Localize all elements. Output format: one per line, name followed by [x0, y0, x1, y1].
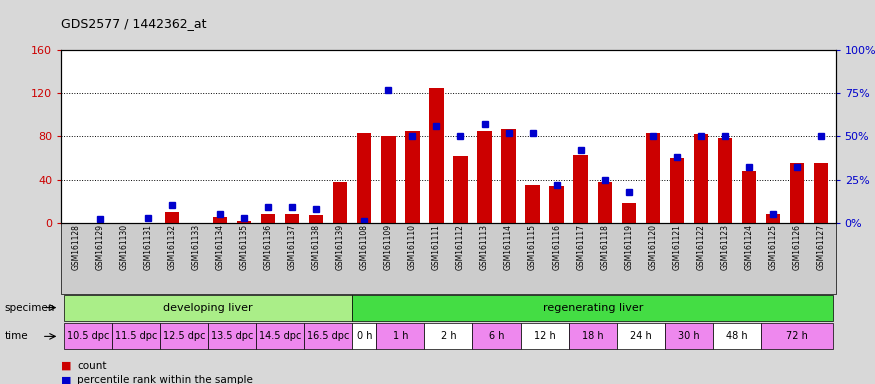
Bar — [669, 158, 684, 223]
Bar — [598, 182, 612, 223]
Text: 13.5 dpc: 13.5 dpc — [211, 331, 253, 341]
Bar — [164, 212, 179, 223]
Bar — [501, 129, 515, 223]
Bar — [405, 131, 420, 223]
Bar — [309, 215, 324, 223]
Bar — [621, 203, 636, 223]
Bar — [790, 163, 804, 223]
Text: 16.5 dpc: 16.5 dpc — [307, 331, 349, 341]
Bar — [718, 139, 732, 223]
Text: 1 h: 1 h — [393, 331, 408, 341]
Text: 30 h: 30 h — [678, 331, 700, 341]
Bar — [646, 133, 660, 223]
Text: 10.5 dpc: 10.5 dpc — [66, 331, 108, 341]
Bar — [357, 133, 372, 223]
Bar — [382, 136, 396, 223]
Text: count: count — [77, 361, 107, 371]
Bar — [430, 88, 444, 223]
Text: 24 h: 24 h — [630, 331, 652, 341]
Text: 18 h: 18 h — [582, 331, 604, 341]
Text: 0 h: 0 h — [356, 331, 372, 341]
Bar — [285, 214, 299, 223]
Bar — [525, 185, 540, 223]
Text: regenerating liver: regenerating liver — [542, 303, 643, 313]
Text: 12 h: 12 h — [534, 331, 556, 341]
Bar — [477, 131, 492, 223]
Text: 2 h: 2 h — [441, 331, 456, 341]
Text: 12.5 dpc: 12.5 dpc — [163, 331, 205, 341]
Text: 11.5 dpc: 11.5 dpc — [115, 331, 157, 341]
Text: 72 h: 72 h — [787, 331, 808, 341]
Bar — [261, 214, 276, 223]
Text: percentile rank within the sample: percentile rank within the sample — [77, 375, 253, 384]
Bar — [453, 156, 467, 223]
Bar — [694, 134, 708, 223]
Text: specimen: specimen — [4, 303, 55, 313]
Text: 48 h: 48 h — [726, 331, 748, 341]
Text: ■: ■ — [61, 375, 72, 384]
Text: ■: ■ — [61, 361, 72, 371]
Text: developing liver: developing liver — [163, 303, 253, 313]
Text: 14.5 dpc: 14.5 dpc — [259, 331, 301, 341]
Bar — [550, 186, 564, 223]
Bar — [333, 182, 347, 223]
Text: 6 h: 6 h — [489, 331, 504, 341]
Bar — [213, 217, 228, 223]
Bar — [573, 155, 588, 223]
Text: GDS2577 / 1442362_at: GDS2577 / 1442362_at — [61, 17, 206, 30]
Bar — [742, 171, 756, 223]
Bar — [237, 220, 251, 223]
Bar — [766, 214, 780, 223]
Bar — [814, 163, 829, 223]
Text: time: time — [4, 331, 28, 341]
